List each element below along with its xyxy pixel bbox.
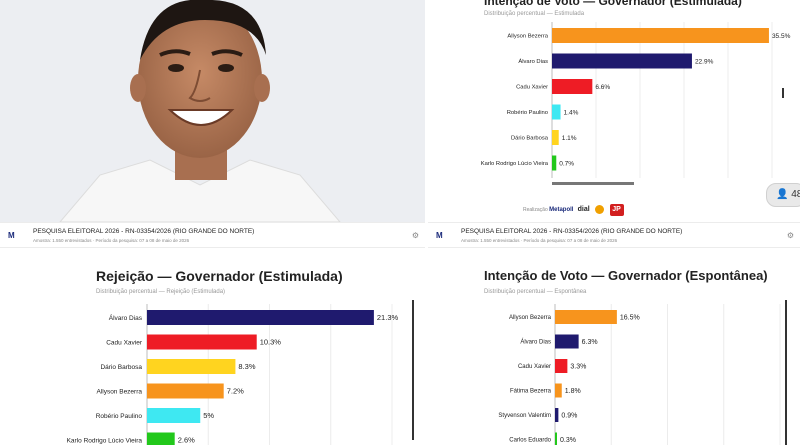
bar [552, 130, 559, 145]
metapoll-logo: M [8, 231, 15, 240]
data-label: 5% [203, 411, 214, 420]
bar [555, 432, 557, 445]
poll-info-strip-left: M PESQUISA ELEITORAL 2026 - RN-03354/202… [0, 222, 425, 248]
bar [555, 408, 559, 422]
bar [147, 383, 224, 399]
data-label: 0.3% [560, 437, 576, 444]
data-label: 1.1% [562, 135, 577, 142]
category-label: Allyson Bezerra [96, 388, 142, 395]
horizontal-scrollbar[interactable] [552, 182, 634, 185]
data-label: 2.6% [178, 436, 195, 445]
metapoll-logo: M [436, 231, 443, 240]
viewer-count-badge[interactable]: 👤 48 [766, 183, 800, 207]
chart-subtitle: Distribuição percentual — Rejeição (Esti… [96, 289, 226, 295]
data-label: 6.3% [582, 339, 598, 346]
bar [555, 334, 579, 349]
viewer-count: 👤 48 [776, 189, 800, 200]
bar [555, 310, 617, 324]
data-label: 0.9% [561, 412, 577, 419]
category-label: Karlo Rodrigo Lúcio Vieira [481, 161, 549, 167]
category-label: Carlos Eduardo [509, 438, 551, 444]
sponsor-logos: Realização Metapoll dial JP [523, 204, 624, 216]
data-label: 7.2% [227, 387, 244, 396]
chart-title: Intenção de Voto — Governador (Espontâne… [484, 268, 768, 283]
category-label: Allyson Bezerra [507, 34, 548, 40]
bar [147, 432, 175, 445]
bar [555, 359, 568, 373]
chart-panel-voto-estimulada: Intenção de Voto — Governador (Estimulad… [428, 0, 800, 222]
poll-title: PESQUISA ELEITORAL 2026 - RN-03354/2026 … [461, 228, 683, 235]
category-label: Dário Barbosa [100, 364, 142, 371]
data-label: 0.7% [559, 160, 574, 167]
category-label: Fátima Bezerra [510, 389, 552, 395]
category-label: Allyson Bezerra [509, 315, 552, 321]
category-label: Karlo Rodrigo Lúcio Vieira [67, 437, 143, 444]
category-label: Álvaro Dias [109, 313, 143, 322]
bar-chart: Álvaro Dias 21.3% Cadu Xavier 10.3% Dário Ba… [67, 304, 399, 445]
bar [147, 334, 257, 350]
gear-icon[interactable]: ⚙ [786, 231, 794, 240]
category-label: Álvaro Dias [518, 58, 548, 65]
category-label: Robério Paulino [507, 110, 548, 116]
data-label: 1.8% [565, 388, 581, 395]
chart-subtitle: Distribuição percentual — Espontânea [484, 289, 587, 295]
data-label: 21.3% [377, 313, 399, 322]
poll-meta: Amostra: 1.550 entrevistados · Período d… [33, 238, 190, 243]
bar [555, 383, 562, 398]
category-label: Cadu Xavier [518, 364, 551, 370]
data-label: 8.3% [238, 362, 255, 371]
data-label: 1.4% [564, 109, 579, 116]
data-label: 22.9% [695, 58, 714, 65]
category-label: Cadu Xavier [106, 339, 143, 346]
portrait-image [0, 0, 425, 222]
scrollbar[interactable] [782, 88, 784, 98]
category-label: Robério Paulino [96, 413, 143, 420]
candidate-photo [0, 0, 425, 222]
chart-title: Rejeição — Governador (Estimulada) [96, 268, 343, 284]
bar [552, 155, 557, 171]
bar [552, 104, 561, 120]
bar [552, 53, 692, 69]
data-label: 3.3% [570, 363, 586, 370]
category-label: Álvaro Dias [520, 339, 551, 346]
poll-info-strip-right: M PESQUISA ELEITORAL 2026 - RN-03354/202… [428, 222, 800, 248]
category-label: Cadu Xavier [516, 85, 548, 91]
chart-panel-rejeicao: Rejeição — Governador (Estimulada) Distr… [0, 248, 425, 445]
category-label: Styvenson Valentim [498, 413, 551, 419]
bar [147, 359, 236, 374]
chart-subtitle: Distribuição percentual — Estimulada [484, 11, 585, 17]
bar [147, 408, 201, 423]
bar [552, 79, 593, 94]
category-label: Dário Barbosa [511, 136, 549, 142]
bar [552, 28, 769, 43]
sponsor-logo-icon [595, 205, 605, 215]
scrollbar[interactable] [785, 300, 787, 445]
scrollbar[interactable] [412, 300, 414, 440]
bar-chart: Allyson Bezerra 35.5% Álvaro Dias 22.9% Cadu… [481, 22, 791, 178]
bar [147, 310, 374, 325]
bar-chart: Allyson Bezerra 16.5% Álvaro Dias 6.3% Cadu … [498, 304, 781, 445]
poll-title: PESQUISA ELEITORAL 2026 - RN-03354/2026 … [33, 228, 255, 235]
chart-panel-voto-espontanea: Intenção de Voto — Governador (Espontâne… [428, 248, 800, 445]
data-label: 10.3% [260, 338, 282, 347]
data-label: 16.5% [620, 314, 640, 321]
poll-meta: Amostra: 1.550 entrevistados · Período d… [461, 238, 618, 243]
chart-title: Intenção de Voto — Governador (Estimulad… [484, 0, 742, 8]
data-label: 6.6% [595, 84, 610, 91]
gear-icon[interactable]: ⚙ [411, 231, 419, 240]
data-label: 35.5% [772, 33, 791, 40]
